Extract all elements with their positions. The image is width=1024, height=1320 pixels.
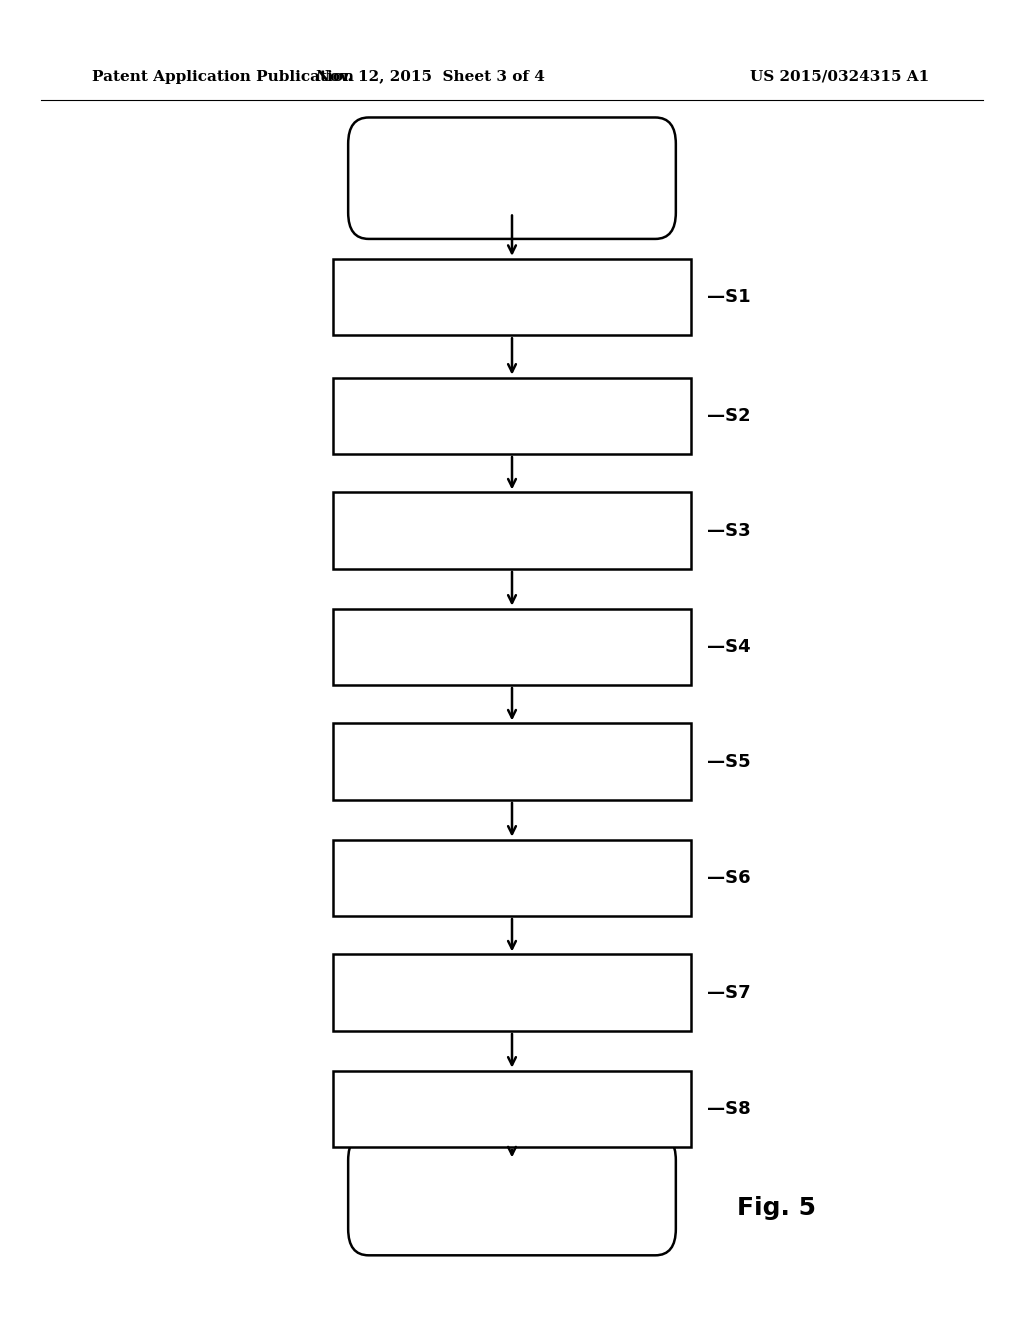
Text: —S5: —S5 xyxy=(707,752,751,771)
Bar xyxy=(333,609,691,685)
Text: —S8: —S8 xyxy=(707,1100,751,1118)
Text: —S1: —S1 xyxy=(707,288,751,306)
Text: —S6: —S6 xyxy=(707,869,751,887)
Bar xyxy=(333,492,691,569)
Text: —S3: —S3 xyxy=(707,521,751,540)
Text: Fig. 5: Fig. 5 xyxy=(737,1196,816,1220)
Bar xyxy=(333,259,691,335)
FancyBboxPatch shape xyxy=(348,117,676,239)
Bar xyxy=(333,954,691,1031)
Text: Nov. 12, 2015  Sheet 3 of 4: Nov. 12, 2015 Sheet 3 of 4 xyxy=(315,70,545,83)
FancyBboxPatch shape xyxy=(348,1134,676,1255)
Bar xyxy=(333,1071,691,1147)
Bar xyxy=(333,723,691,800)
Text: —S7: —S7 xyxy=(707,983,751,1002)
Text: Patent Application Publication: Patent Application Publication xyxy=(92,70,354,83)
Bar xyxy=(333,378,691,454)
Text: —S2: —S2 xyxy=(707,407,751,425)
Text: US 2015/0324315 A1: US 2015/0324315 A1 xyxy=(750,70,930,83)
Text: —S4: —S4 xyxy=(707,638,751,656)
Bar xyxy=(333,840,691,916)
